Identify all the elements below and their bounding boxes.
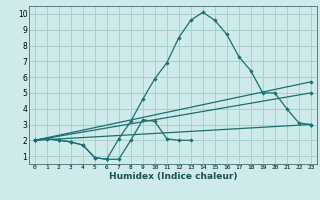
X-axis label: Humidex (Indice chaleur): Humidex (Indice chaleur)	[108, 172, 237, 181]
